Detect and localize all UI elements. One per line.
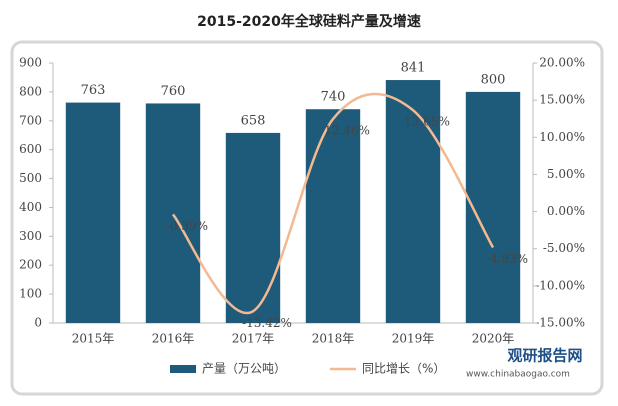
x-tick-label: 2015年: [72, 332, 115, 346]
x-tick-label: 2018年: [312, 332, 355, 346]
y2-tick-label: -5.00%: [543, 241, 585, 255]
line-label: 12.46%: [324, 124, 370, 138]
y2-tick-label: 15.00%: [539, 93, 585, 107]
bar-label: 763: [81, 83, 106, 98]
x-tick-label: 2020年: [472, 332, 515, 346]
legend-label: 产量（万公吨）: [202, 362, 286, 376]
y2-tick-label: -10.00%: [535, 278, 585, 292]
bar-label: 760: [161, 84, 186, 99]
line-label: 13.65%: [404, 115, 450, 129]
line-label: -13.42%: [242, 316, 292, 330]
bar: [225, 132, 281, 323]
bar-label: 800: [481, 72, 506, 87]
x-tick-label: 2016年: [152, 332, 195, 346]
bar: [65, 102, 121, 323]
bar-label: 841: [401, 61, 426, 76]
y-tick-label: 0: [34, 316, 42, 330]
line-label: -0.39%: [166, 219, 208, 233]
y-tick-label: 300: [19, 229, 42, 243]
x-tick-label: 2019年: [392, 332, 435, 346]
y-tick-label: 200: [19, 258, 42, 272]
bar-label: 740: [321, 90, 346, 105]
legend-label: 同比增长（%）: [362, 362, 445, 376]
y-tick-label: 400: [19, 200, 42, 214]
y-tick-label: 900: [19, 56, 42, 70]
y-tick-label: 700: [19, 113, 42, 127]
y2-tick-label: 20.00%: [539, 56, 585, 70]
bar: [465, 91, 521, 323]
bar: [145, 103, 201, 323]
x-tick-label: 2017年: [232, 332, 275, 346]
y-tick-label: 100: [19, 287, 42, 301]
watermark-name: 观研报告网: [507, 347, 582, 365]
y-tick-label: 500: [19, 171, 42, 185]
line: [172, 92, 495, 315]
y2-tick-label: 5.00%: [547, 167, 585, 181]
bar: [385, 80, 441, 324]
y-tick-label: 600: [19, 142, 42, 156]
watermark-url: www.chinabaogao.com: [466, 370, 570, 380]
bar-label: 658: [241, 113, 266, 128]
bar: [305, 109, 361, 323]
y2-tick-label: 0.00%: [547, 204, 585, 218]
y2-tick-label: 10.00%: [539, 130, 585, 144]
chart-title: 2015-2020年全球硅料产量及增速: [197, 13, 421, 30]
y-tick-label: 800: [19, 84, 42, 98]
line-label: -4.83%: [486, 252, 528, 266]
y2-tick-label: -15.00%: [535, 316, 585, 330]
legend-swatch: [170, 365, 196, 373]
